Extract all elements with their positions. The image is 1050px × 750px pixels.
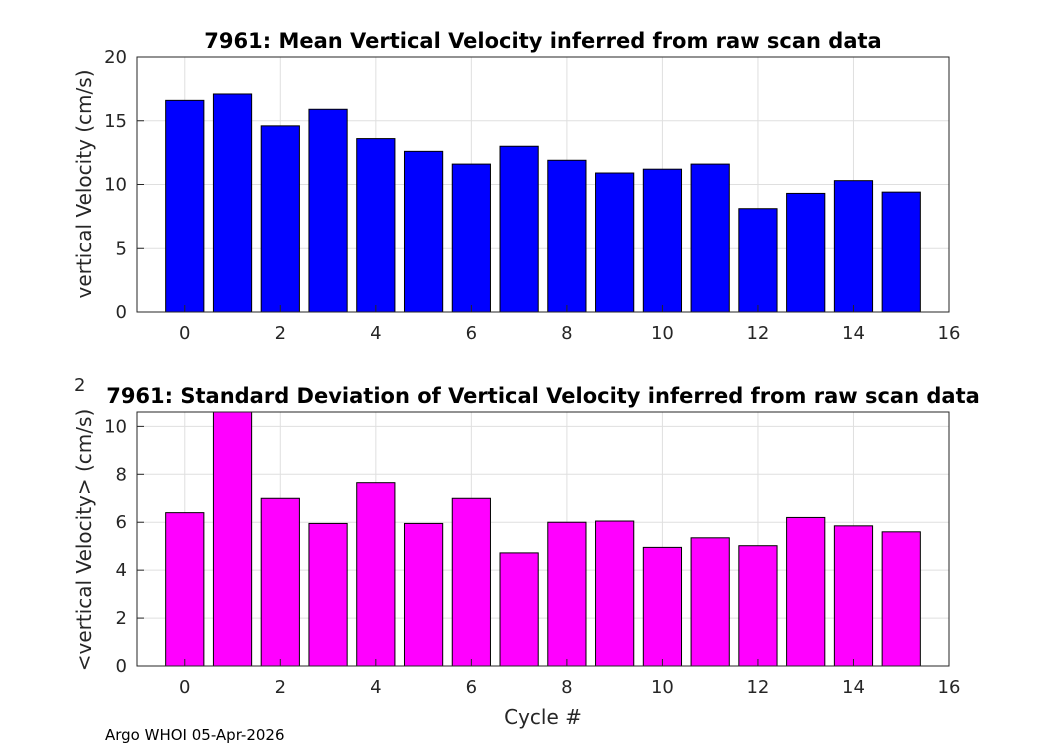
bar-cycle-0 <box>165 99 205 313</box>
bar-cycle-2 <box>260 497 300 667</box>
x-tick-label: 6 <box>466 677 477 698</box>
bars <box>165 93 921 313</box>
y-tick-label: 0 <box>116 656 127 677</box>
grid <box>137 56 950 313</box>
x-tick-label: 12 <box>746 323 769 344</box>
y-axis-label: vertical Velocity (cm/s) <box>72 70 96 299</box>
bar-cycle-14 <box>833 525 874 667</box>
x-tick-label: 10 <box>651 323 674 344</box>
bar-cycle-8 <box>547 159 587 313</box>
std-velocity-chart: 0 2 4 6 8 10 12 14 16 0 2 4 6 8 10 <vertical Velocity>… <box>72 375 980 729</box>
chart-title: 7961: Mean Vertical Velocity inferred fr… <box>204 29 881 53</box>
x-tick-label: 16 <box>938 323 961 344</box>
bar-cycle-11 <box>690 537 730 667</box>
grid <box>137 412 950 667</box>
bar-cycle-7 <box>499 552 539 667</box>
x-tick-label: 0 <box>179 323 190 344</box>
y-axis-label: <vertical Velocity> (cm/s) <box>72 409 96 672</box>
bar-cycle-12 <box>738 545 778 667</box>
bar-cycle-10 <box>642 168 683 313</box>
x-tick-label: 14 <box>842 323 865 344</box>
bar-cycle-2 <box>260 125 300 313</box>
tick-labels: 0 2 4 6 8 10 12 14 16 0 5 10 15 20 <box>104 47 960 344</box>
x-tick-label: 8 <box>561 323 572 344</box>
bar-cycle-3 <box>308 522 348 667</box>
y-tick-label: 4 <box>116 560 127 581</box>
bar-cycle-4 <box>356 138 396 313</box>
bar-cycle-1 <box>212 93 253 313</box>
bar-cycle-15 <box>881 531 921 667</box>
y-tick-label: 0 <box>116 302 127 323</box>
x-axis-label: Cycle # <box>504 705 582 729</box>
y-tick-label: 8 <box>116 464 127 485</box>
bar-cycle-4 <box>356 482 396 667</box>
tick-labels: 0 2 4 6 8 10 12 14 16 0 2 4 6 8 10 <box>104 416 960 698</box>
y-tick-label: 5 <box>116 238 127 259</box>
bar-cycle-8 <box>547 521 587 667</box>
bar-cycle-3 <box>308 108 348 313</box>
x-tick-label: 10 <box>651 677 674 698</box>
bar-cycle-9 <box>595 520 635 667</box>
bar-cycle-13 <box>786 192 826 313</box>
x-tick-label: 6 <box>466 323 477 344</box>
bar-cycle-12 <box>738 208 778 313</box>
bar-cycle-13 <box>786 516 826 667</box>
bar-cycle-11 <box>690 163 730 313</box>
y-tick-label: 2 <box>116 608 127 629</box>
chart-title: 7961: Standard Deviation of Vertical Vel… <box>106 384 980 408</box>
axes-box <box>136 411 950 667</box>
bar-cycle-0 <box>165 512 205 667</box>
x-tick-label: 12 <box>746 677 769 698</box>
y-tick-label: 15 <box>104 111 127 132</box>
y-tick-label: 20 <box>104 47 127 68</box>
bar-cycle-6 <box>451 497 491 667</box>
bar-cycle-5 <box>403 150 444 313</box>
bars <box>165 411 921 667</box>
bar-cycle-5 <box>403 522 444 667</box>
bar-cycle-9 <box>595 172 635 313</box>
y-axis-label-exponent: 2 <box>74 375 85 396</box>
footer-credit: Argo WHOI 05-Apr-2026 <box>105 726 285 744</box>
y-tick-label: 6 <box>116 512 127 533</box>
x-tick-label: 16 <box>938 677 961 698</box>
x-tick-label: 14 <box>842 677 865 698</box>
x-tick-label: 0 <box>179 677 190 698</box>
y-tick-label: 10 <box>104 416 127 437</box>
bar-cycle-14 <box>833 180 874 313</box>
x-tick-label: 2 <box>275 323 286 344</box>
bar-cycle-15 <box>881 191 921 313</box>
x-tick-label: 4 <box>370 323 381 344</box>
bar-cycle-1 <box>212 411 253 667</box>
x-tick-label: 2 <box>275 677 286 698</box>
bar-cycle-6 <box>451 163 491 313</box>
bar-cycle-7 <box>499 145 539 313</box>
x-tick-label: 4 <box>370 677 381 698</box>
mean-velocity-chart: 7961: Mean Vertical Velocity inferred fr… <box>72 29 960 344</box>
y-tick-label: 10 <box>104 175 127 196</box>
x-tick-label: 8 <box>561 677 572 698</box>
bar-cycle-10 <box>642 546 683 667</box>
